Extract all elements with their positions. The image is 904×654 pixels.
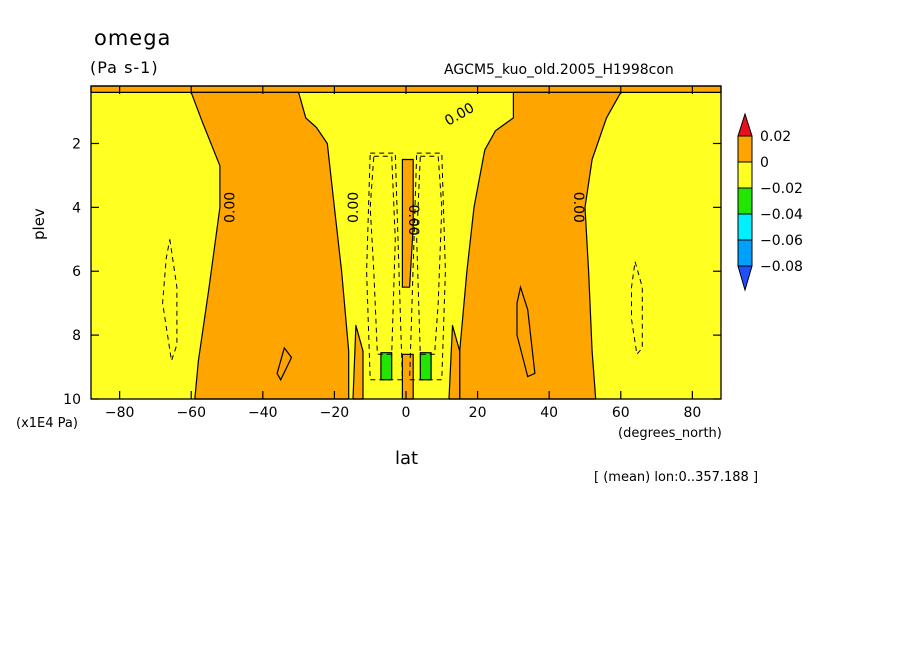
averaging-note: [ (mean) lon:0..357.188 ] (594, 470, 759, 485)
contour-label: 0.00 (570, 192, 586, 223)
y-tick-label: 6 (72, 264, 81, 280)
y-axis-unit: (x1E4 Pa) (16, 416, 78, 431)
colorbar-label: −0.08 (760, 259, 803, 275)
solid-contour (276, 346, 293, 382)
contour-label: 0.00 (223, 192, 239, 223)
chart-units: (Pa s-1) (90, 58, 159, 77)
x-tick-label: −60 (176, 405, 206, 421)
chart-title: omega (94, 26, 172, 50)
x-tick-label: −80 (105, 405, 135, 421)
region-west-descent (190, 91, 350, 400)
colorbar: 0.02 0 −0.02 −0.04 −0.06 −0.08 (737, 112, 803, 292)
colorbar-arrow-top (737, 112, 753, 137)
colorbar-label: 0 (760, 155, 769, 171)
dashed-contour (409, 152, 446, 381)
region-green-west (380, 352, 393, 381)
colorbar-bin (737, 213, 753, 241)
x-tick-label: 0 (402, 405, 411, 421)
colorbar-bin (737, 187, 753, 215)
contour-label: 0.00 (405, 205, 421, 236)
region-green-east (419, 352, 432, 381)
y-axis-label: plev (30, 208, 48, 240)
colorbar-label: −0.02 (760, 181, 803, 197)
colorbar-bin (737, 161, 753, 189)
colorbar-bin (737, 135, 753, 163)
x-tick-label: 40 (540, 405, 558, 421)
colorbar-label: 0.02 (760, 129, 791, 145)
y-tick-label: 10 (63, 392, 81, 408)
dashed-contour (162, 239, 178, 361)
x-tick-label: 60 (612, 405, 630, 421)
y-tick-label: 4 (72, 200, 81, 216)
colorbar-arrow-bottom (737, 265, 753, 292)
dashed-contour (369, 155, 396, 355)
run-label: AGCM5_kuo_old.2005_H1998con (444, 62, 674, 78)
x-tick-label: −40 (248, 405, 278, 421)
plot-area: 0.00 0.00 0.00 0.000.00−80 −60 −40 −20 0 20 40 60 8… (63, 85, 722, 421)
colorbar-label: −0.04 (760, 207, 803, 223)
y-tick-label: 2 (72, 136, 81, 152)
colorbar-label: −0.06 (760, 233, 803, 249)
contour-label: 0.00 (346, 192, 362, 223)
region-equatorial-tongue (401, 158, 414, 288)
dashed-contour (631, 261, 643, 356)
region-equatorial-foot (401, 353, 414, 400)
y-tick-label: 8 (72, 328, 81, 344)
dashed-contour (416, 155, 443, 355)
x-tick-label: −20 (320, 405, 350, 421)
x-tick-label: 80 (683, 405, 701, 421)
x-axis-label: lat (395, 448, 419, 469)
dashed-contour (366, 152, 403, 381)
colorbar-bin (737, 239, 753, 267)
solid-contour (516, 284, 536, 378)
x-axis-unit: (degrees_north) (618, 426, 722, 441)
x-tick-label: 20 (469, 405, 487, 421)
